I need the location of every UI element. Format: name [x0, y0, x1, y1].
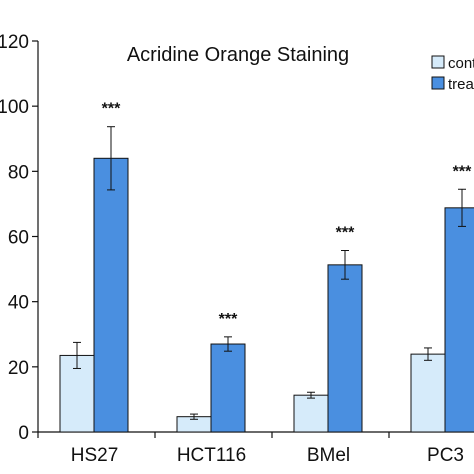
- bar-control: [410, 353, 446, 433]
- x-tick-label: HS27: [71, 445, 119, 466]
- significance-annotations: *** *** *** ***: [102, 101, 472, 328]
- bar-treated: [327, 264, 363, 433]
- legend-swatch-control: [431, 55, 445, 69]
- significance-label: ***: [102, 101, 121, 118]
- bars: [59, 126, 474, 433]
- bar-treated: [93, 157, 129, 433]
- x-axis: HS27 HCT116 BMel PC3: [37, 431, 474, 466]
- significance-label: ***: [453, 163, 472, 180]
- x-tick-label: HCT116: [177, 445, 246, 466]
- legend-label: treated: [448, 76, 474, 93]
- y-tick-label: 0: [18, 423, 29, 444]
- legend: control treated: [431, 55, 474, 93]
- y-tick-label: 60: [8, 228, 29, 249]
- chart-title: Acridine Orange Staining: [127, 44, 349, 66]
- x-tick-label: PC3: [427, 445, 464, 466]
- significance-label: ***: [219, 311, 238, 328]
- bar-treated: [210, 343, 246, 433]
- y-tick-label: 100: [0, 97, 29, 118]
- significance-label: ***: [336, 225, 355, 242]
- y-tick-label: 120: [0, 32, 29, 53]
- y-tick-label: 80: [8, 162, 29, 183]
- legend-swatch-treated: [431, 76, 445, 90]
- bar-control: [293, 394, 329, 433]
- legend-label: control: [448, 55, 474, 72]
- bar-treated: [444, 207, 474, 433]
- x-tick-label: BMel: [307, 445, 350, 466]
- y-tick-label: 40: [8, 293, 29, 314]
- y-axis: 0 20 40 60 80 100 120: [0, 32, 39, 444]
- y-tick-label: 20: [8, 358, 29, 379]
